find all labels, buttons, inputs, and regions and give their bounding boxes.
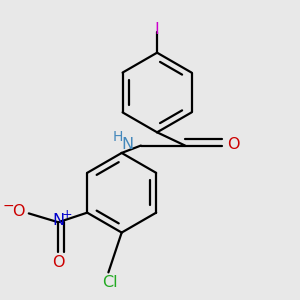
Text: Cl: Cl: [102, 275, 118, 290]
Text: +: +: [62, 208, 72, 221]
Text: H: H: [112, 130, 123, 144]
Text: −: −: [3, 199, 15, 213]
Text: I: I: [155, 22, 159, 37]
Text: O: O: [12, 204, 24, 219]
Text: N: N: [52, 213, 64, 228]
Text: N: N: [121, 136, 134, 152]
Text: O: O: [52, 255, 64, 270]
Text: O: O: [227, 136, 240, 152]
